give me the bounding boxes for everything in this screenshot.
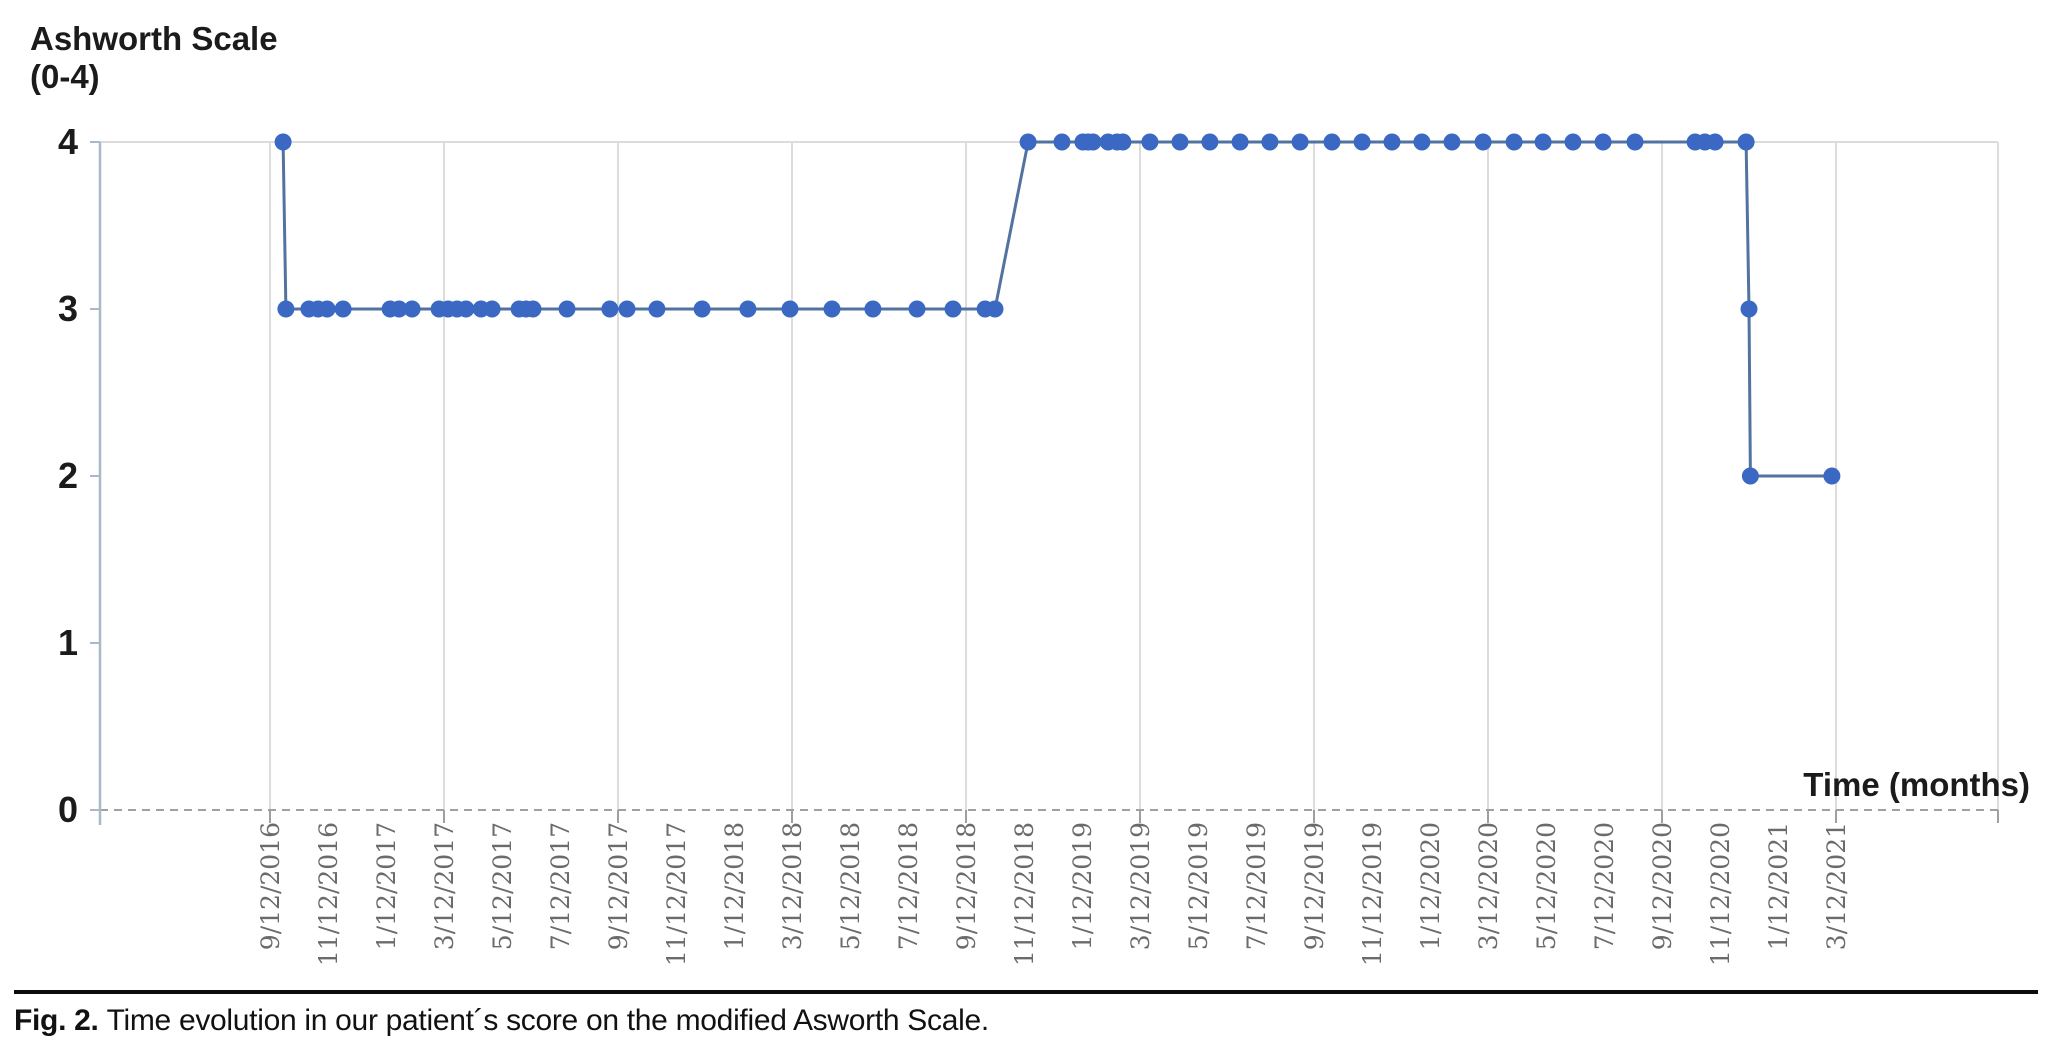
x-tick-label: 5/12/2019 — [1184, 822, 1213, 950]
data-point — [1626, 133, 1644, 151]
x-tick-label: 3/12/2021 — [1822, 822, 1851, 950]
x-tick-label: 9/12/2016 — [256, 822, 285, 950]
data-point — [1823, 467, 1841, 485]
x-tick-label: 1/12/2021 — [1764, 822, 1793, 950]
data-point — [274, 133, 292, 151]
data-point — [334, 300, 352, 318]
x-tick-label: 1/12/2018 — [720, 822, 749, 950]
data-point — [1474, 133, 1492, 151]
data-point — [1594, 133, 1612, 151]
caption-text: Time evolution in our patient´s score on… — [106, 1004, 990, 1037]
data-point — [1353, 133, 1371, 151]
data-point — [739, 300, 757, 318]
data-point — [1534, 133, 1552, 151]
data-point — [483, 300, 501, 318]
x-axis-title: Time (months) — [1803, 766, 2030, 803]
data-point — [1737, 133, 1755, 151]
data-point — [1505, 133, 1523, 151]
x-tick-label: 5/12/2018 — [836, 822, 865, 950]
x-tick-label: 3/12/2020 — [1474, 822, 1503, 950]
data-point — [601, 300, 619, 318]
data-point — [986, 300, 1004, 318]
data-point — [1201, 133, 1219, 151]
data-point — [1291, 133, 1309, 151]
x-tick-label: 3/12/2017 — [430, 822, 459, 950]
figure-caption: Fig. 2. Time evolution in our patient´s s… — [14, 990, 2038, 1038]
y-axis-title-line2: (0-4) — [30, 58, 100, 95]
x-tick-label: 7/12/2020 — [1590, 822, 1619, 950]
x-tick-label: 9/12/2020 — [1648, 822, 1677, 950]
y-axis-title-line1: Ashworth Scale — [30, 20, 278, 57]
x-tick-label: 9/12/2019 — [1300, 822, 1329, 950]
y-axis-title: Ashworth Scale (0-4) — [30, 20, 278, 96]
data-point — [1740, 300, 1758, 318]
data-point — [648, 300, 666, 318]
data-point — [1053, 133, 1071, 151]
x-tick-label: 9/12/2017 — [604, 822, 633, 950]
x-tick-label: 1/12/2017 — [372, 822, 401, 950]
data-point — [1141, 133, 1159, 151]
data-point — [1019, 133, 1037, 151]
data-point — [1323, 133, 1341, 151]
y-tick-label: 1 — [58, 622, 78, 663]
data-point — [1231, 133, 1249, 151]
data-point — [1261, 133, 1279, 151]
data-point — [318, 300, 336, 318]
data-point — [1564, 133, 1582, 151]
y-tick-label: 4 — [58, 121, 78, 162]
x-tick-label: 5/12/2017 — [488, 822, 517, 950]
x-tick-label: 7/12/2018 — [894, 822, 923, 950]
caption-label: Fig. 2. — [14, 1004, 99, 1037]
x-tick-label: 1/12/2019 — [1068, 822, 1097, 950]
data-point — [277, 300, 295, 318]
y-tick-label: 0 — [58, 789, 78, 830]
data-point — [1443, 133, 1461, 151]
data-point — [403, 300, 421, 318]
data-point — [618, 300, 636, 318]
data-point — [944, 300, 962, 318]
data-point — [1413, 133, 1431, 151]
x-tick-label: 3/12/2018 — [778, 822, 807, 950]
x-tick-label: 9/12/2018 — [952, 822, 981, 950]
data-point — [558, 300, 576, 318]
data-point — [1741, 467, 1759, 485]
x-tick-label: 7/12/2017 — [546, 822, 575, 950]
data-point — [864, 300, 882, 318]
data-point — [1383, 133, 1401, 151]
data-point — [908, 300, 926, 318]
x-tick-label: 7/12/2019 — [1242, 822, 1271, 950]
y-tick-label: 3 — [58, 288, 78, 329]
data-point — [693, 300, 711, 318]
data-point — [457, 300, 475, 318]
data-point — [1114, 133, 1132, 151]
x-tick-label: 11/12/2018 — [1010, 822, 1039, 966]
x-tick-label: 11/12/2016 — [314, 822, 343, 966]
x-tick-label: 11/12/2020 — [1706, 822, 1735, 966]
x-tick-label: 1/12/2020 — [1416, 822, 1445, 950]
data-point — [1706, 133, 1724, 151]
x-tick-label: 11/12/2019 — [1358, 822, 1387, 966]
x-tick-label: 11/12/2017 — [662, 822, 691, 966]
chart-canvas: 4 3 2 1 0 9/12/2016 11/12/2016 1/12/2017 3/12/20… — [58, 121, 1999, 966]
x-tick-label: 3/12/2019 — [1126, 822, 1155, 950]
data-point — [781, 300, 799, 318]
y-tick-label: 2 — [58, 455, 78, 496]
x-tick-label: 5/12/2020 — [1532, 822, 1561, 950]
data-point — [1171, 133, 1189, 151]
data-point — [524, 300, 542, 318]
data-point — [390, 300, 408, 318]
data-point — [1084, 133, 1102, 151]
data-point — [823, 300, 841, 318]
